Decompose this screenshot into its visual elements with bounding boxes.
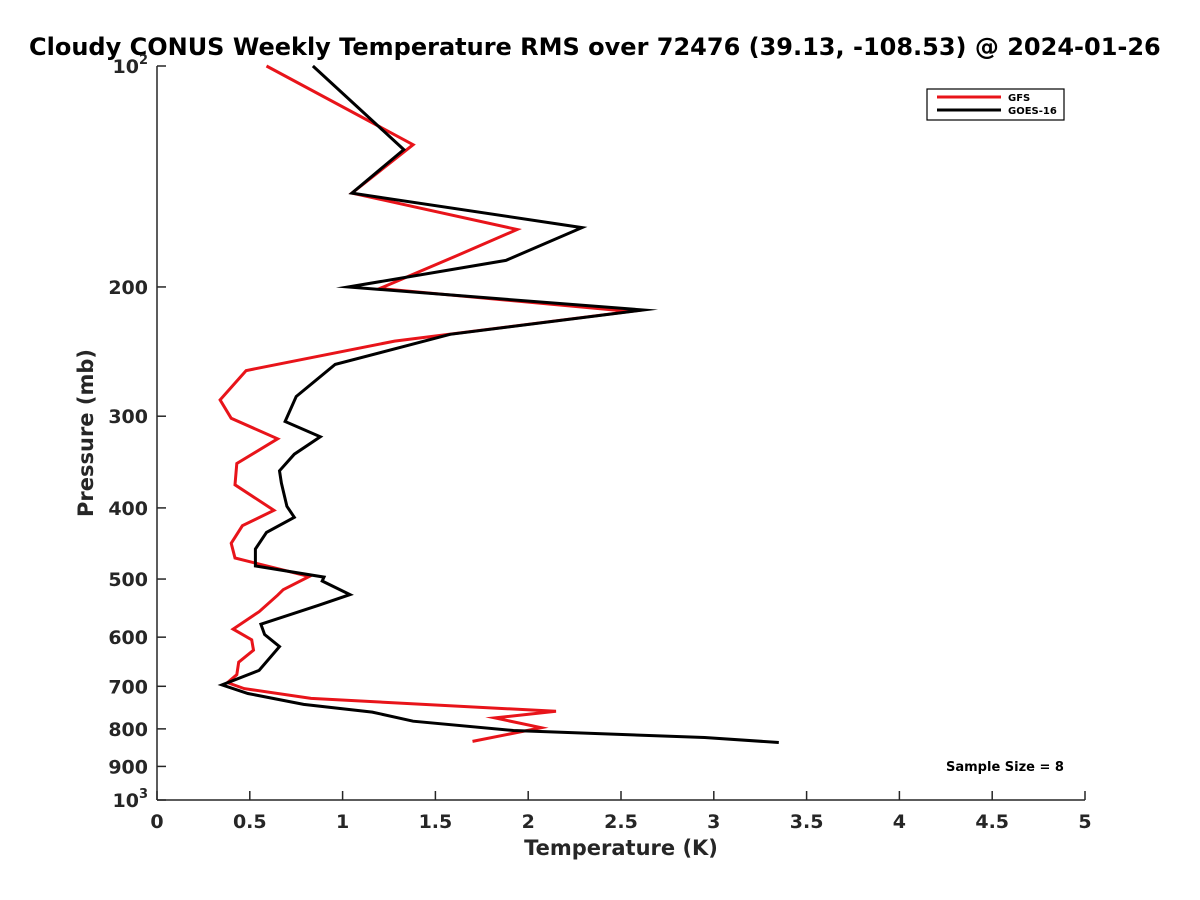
- legend-label: GOES-16: [1008, 106, 1057, 117]
- y-tick-exponent: 3: [139, 787, 148, 802]
- x-axis-label: Temperature (K): [524, 836, 718, 860]
- x-tick-label: 0: [150, 811, 163, 833]
- legend-label: GFS: [1008, 93, 1030, 104]
- x-tick-label: 5: [1078, 811, 1091, 833]
- x-tick-label: 2: [522, 811, 535, 833]
- x-axis-ticks: 0 0.5 1 1.5 2 2.5 3 3.5 4 4.5 5: [150, 791, 1092, 833]
- y-tick-label: 500: [108, 569, 148, 591]
- legend: GFS GOES-16: [926, 88, 1065, 121]
- y-tick-label: 200: [108, 277, 148, 299]
- plot-area: [217, 64, 779, 744]
- y-tick-base: 10: [113, 56, 139, 78]
- x-tick-label: 1: [336, 811, 349, 833]
- y-axis-label: Pressure (mb): [74, 349, 98, 517]
- x-tick-label: 3.5: [790, 811, 824, 833]
- sample-size-annotation: Sample Size = 8: [946, 760, 1064, 775]
- y-tick-exponent: 2: [139, 53, 148, 68]
- series-line-goes-16: [217, 64, 779, 744]
- legend-box: [926, 88, 1065, 121]
- x-tick-label: 2.5: [604, 811, 638, 833]
- y-tick-label: 800: [108, 719, 148, 741]
- x-tick-label: 0.5: [233, 811, 267, 833]
- x-tick-label: 3: [707, 811, 720, 833]
- y-tick-label: 700: [108, 676, 148, 698]
- y-tick-label: 102: [113, 53, 149, 78]
- y-tick-label: 103: [113, 787, 149, 812]
- y-tick-label: 900: [108, 756, 148, 778]
- y-tick-label: 300: [108, 406, 148, 428]
- x-tick-label: 1.5: [419, 811, 453, 833]
- y-tick-base: 10: [113, 790, 139, 812]
- x-tick-label: 4: [893, 811, 906, 833]
- chart-title: Cloudy CONUS Weekly Temperature RMS over…: [29, 33, 1161, 61]
- series-line-gfs: [218, 64, 645, 743]
- y-tick-label: 400: [108, 498, 148, 520]
- y-tick-label: 600: [108, 627, 148, 649]
- x-tick-label: 4.5: [975, 811, 1009, 833]
